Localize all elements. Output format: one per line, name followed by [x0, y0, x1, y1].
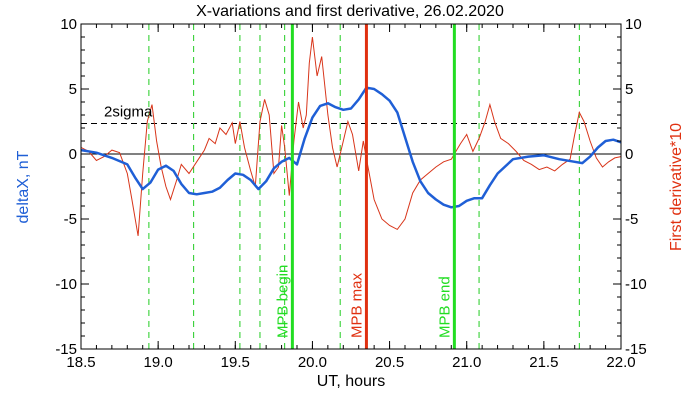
series-layer — [81, 24, 621, 349]
left-axis-title: deltaX, nT — [15, 150, 32, 223]
deltax-series-line — [81, 86, 621, 209]
y-tick-label-right: -5 — [625, 211, 638, 228]
y-tick-label-right: -10 — [625, 276, 647, 293]
y-tick-label-left: -10 — [55, 276, 77, 293]
y-tick-label-right: 10 — [625, 16, 642, 33]
right-axis-title: First derivative*10 — [668, 123, 685, 251]
x-axis-title: UT, hours — [317, 373, 385, 390]
event-label: MPB end — [436, 276, 453, 338]
x-tick-label: 21.0 — [452, 354, 481, 371]
x-tick-label: 18.5 — [66, 354, 95, 371]
y-tick-label-left: 0 — [69, 146, 77, 163]
sigma-label: 2sigma — [104, 103, 153, 120]
event-label: MPB max — [348, 272, 365, 338]
x-tick-label: 19.5 — [221, 354, 250, 371]
x-tick-label: 19.0 — [144, 354, 173, 371]
y-tick-label-left: -15 — [55, 341, 77, 358]
x-tick-label: 21.5 — [529, 354, 558, 371]
plot-clip-group — [81, 24, 621, 349]
y-tick-label-right: -15 — [625, 341, 647, 358]
plot-frame — [80, 23, 622, 350]
x-tick-label: 22.0 — [606, 354, 635, 371]
x-tick-label: 20.0 — [298, 354, 327, 371]
derivative-series-line — [81, 36, 621, 236]
x-tick-label: 20.5 — [375, 354, 404, 371]
axis-layer: MPB begin MPB max MPB end 18.5 19.0 19.5 20.0 2… — [55, 16, 646, 371]
grid-layer — [81, 24, 621, 349]
y-tick-label-left: 10 — [60, 16, 77, 33]
event-label: MPB begin — [274, 265, 291, 338]
y-tick-label-right: 5 — [625, 81, 633, 98]
chart-title: X-variations and first derivative, 26.02… — [196, 3, 504, 20]
y-tick-label-right: 0 — [625, 146, 633, 163]
y-tick-label-left: 5 — [69, 81, 77, 98]
y-tick-label-left: -5 — [64, 211, 77, 228]
